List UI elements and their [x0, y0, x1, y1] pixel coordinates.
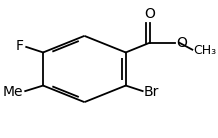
- Text: O: O: [144, 7, 155, 21]
- Text: Br: Br: [144, 85, 159, 99]
- Text: CH₃: CH₃: [193, 44, 216, 57]
- Text: O: O: [176, 36, 187, 50]
- Text: F: F: [16, 39, 24, 53]
- Text: Me: Me: [3, 85, 23, 99]
